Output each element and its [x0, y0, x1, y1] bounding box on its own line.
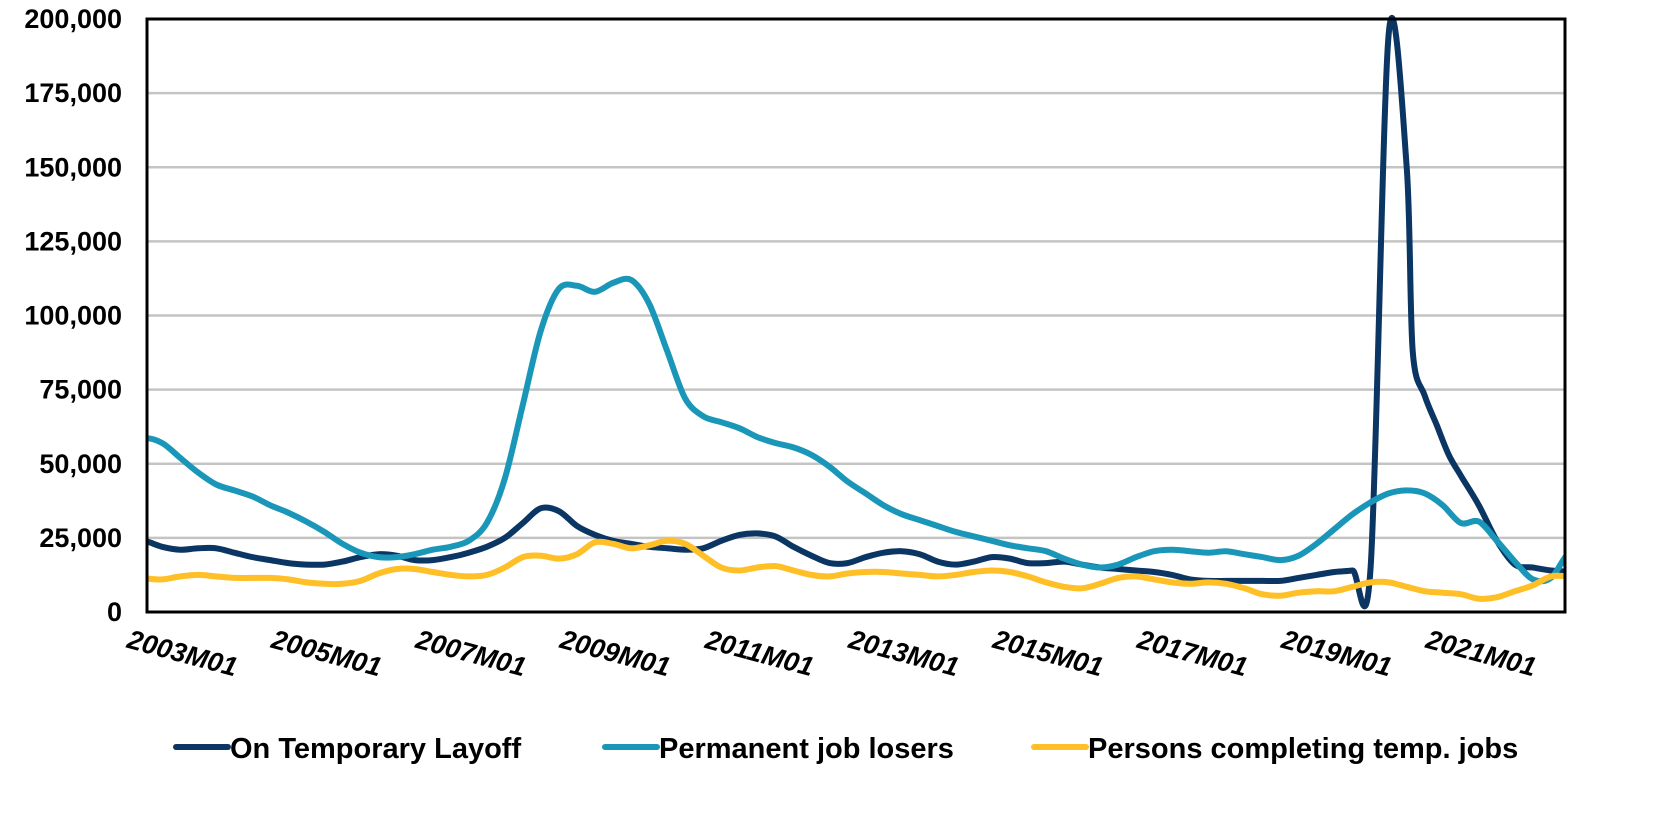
legend-label: Persons completing temp. jobs — [1088, 733, 1518, 765]
series-line — [147, 275, 1565, 585]
x-tick-label: 2019M01 — [1278, 624, 1395, 682]
y-tick-label: 125,000 — [24, 226, 122, 256]
legend-label: Permanent job losers — [659, 733, 954, 765]
y-tick-label: 150,000 — [24, 152, 122, 182]
x-tick-label: 2017M01 — [1133, 624, 1250, 682]
x-tick-label: 2007M01 — [412, 624, 529, 682]
y-tick-label: 25,000 — [39, 523, 122, 553]
y-tick-label: 50,000 — [39, 449, 122, 479]
y-tick-label: 200,000 — [24, 4, 122, 34]
x-tick-label: 2005M01 — [268, 624, 385, 682]
series-line — [147, 14, 1565, 610]
y-tick-label: 75,000 — [39, 375, 122, 405]
x-tick-label: 2011M01 — [701, 624, 817, 682]
legend-label: On Temporary Layoff — [230, 733, 521, 765]
gridlines — [147, 17, 1565, 540]
y-tick-label: 100,000 — [24, 301, 122, 331]
y-tick-label: 175,000 — [24, 78, 122, 108]
plot-area-border — [145, 17, 1567, 614]
legend: On Temporary Layoff Permanent job losers P… — [173, 733, 1518, 765]
x-tick-label: 2009M01 — [556, 624, 673, 682]
x-tick-label: 2003M01 — [123, 624, 240, 682]
series-lines — [147, 14, 1565, 610]
x-tick-label: 2013M01 — [845, 624, 962, 682]
x-axis-tick-labels: 2003M01 2005M01 2007M01 2009M01 2011M01 2013M… — [123, 624, 1539, 682]
series-line — [147, 537, 1565, 602]
y-tick-label: 0 — [107, 597, 122, 627]
x-tick-label: 2021M01 — [1422, 624, 1539, 682]
y-axis-tick-labels: 0 25,000 50,000 75,000 100,000 125,000 150,000… — [24, 4, 122, 627]
x-tick-label: 2015M01 — [989, 624, 1106, 682]
